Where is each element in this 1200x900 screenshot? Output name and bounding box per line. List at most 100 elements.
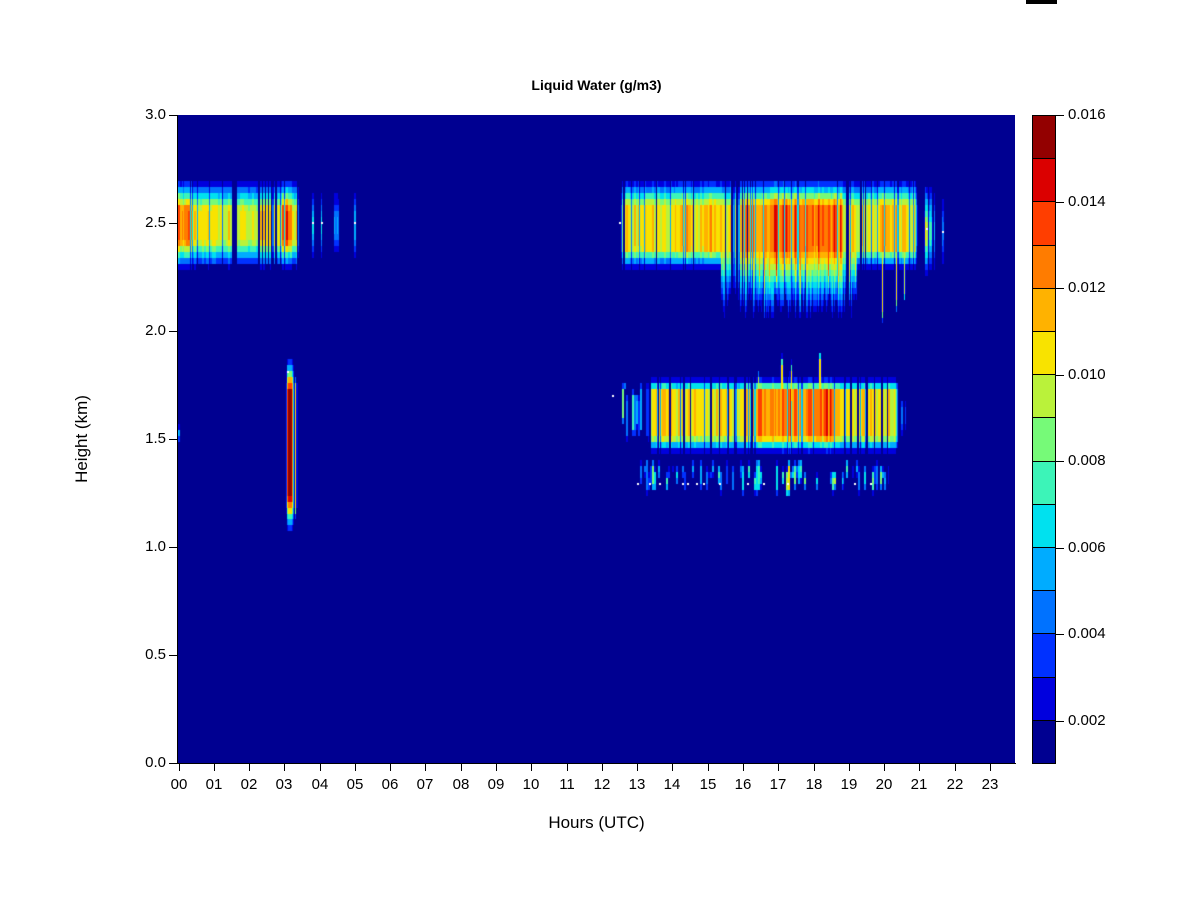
colorbar-tick <box>1056 548 1064 549</box>
y-tick-label: 2.5 <box>145 214 166 231</box>
x-tick <box>355 763 356 771</box>
colorbar-segment <box>1033 245 1055 288</box>
x-tick <box>955 763 956 771</box>
x-tick-label: 05 <box>346 776 364 793</box>
stray-mark <box>1026 0 1057 4</box>
x-tick <box>849 763 850 771</box>
x-tick-label: 01 <box>205 776 223 793</box>
colorbar-segment <box>1033 332 1055 375</box>
y-axis-line <box>177 115 178 764</box>
y-tick-label: 0.0 <box>145 754 166 771</box>
y-tick <box>169 547 177 548</box>
colorbar-segment <box>1033 159 1055 202</box>
x-tick <box>919 763 920 771</box>
y-tick <box>169 655 177 656</box>
colorbar-segment <box>1033 720 1055 764</box>
x-tick <box>990 763 991 771</box>
x-tick-label: 22 <box>946 776 964 793</box>
chart-title: Liquid Water (g/m3) <box>531 77 662 93</box>
x-tick-label: 11 <box>559 776 575 793</box>
x-tick-label: 17 <box>769 776 787 793</box>
x-tick-label: 09 <box>487 776 505 793</box>
colorbar-segment <box>1033 418 1055 461</box>
x-tick <box>249 763 250 771</box>
x-tick <box>708 763 709 771</box>
x-tick-label: 18 <box>805 776 823 793</box>
colorbar-tick <box>1056 288 1064 289</box>
colorbar <box>1032 115 1056 764</box>
colorbar-tick <box>1056 202 1064 203</box>
y-tick-label: 3.0 <box>145 106 166 123</box>
x-tick-label: 19 <box>840 776 858 793</box>
colorbar-tick-label: 0.008 <box>1068 452 1106 469</box>
colorbar-tick-label: 0.006 <box>1068 539 1106 556</box>
colorbar-segment <box>1033 461 1055 504</box>
x-tick <box>284 763 285 771</box>
colorbar-segment <box>1033 202 1055 245</box>
x-tick <box>637 763 638 771</box>
x-tick-label: 20 <box>875 776 893 793</box>
y-tick-label: 1.5 <box>145 430 166 447</box>
x-tick-label: 02 <box>240 776 258 793</box>
y-tick <box>169 763 177 764</box>
x-tick <box>214 763 215 771</box>
colorbar-tick <box>1056 375 1064 376</box>
x-tick-label: 00 <box>170 776 188 793</box>
colorbar-segment <box>1033 288 1055 332</box>
y-tick <box>169 223 177 224</box>
x-tick-label: 07 <box>416 776 434 793</box>
x-tick-label: 16 <box>734 776 752 793</box>
x-tick <box>778 763 779 771</box>
x-tick-label: 10 <box>522 776 540 793</box>
colorbar-tick-label: 0.004 <box>1068 625 1106 642</box>
x-tick <box>672 763 673 771</box>
x-tick-label: 12 <box>593 776 611 793</box>
colorbar-segment <box>1033 375 1055 418</box>
colorbar-tick-label: 0.012 <box>1068 279 1106 296</box>
x-tick <box>496 763 497 771</box>
x-tick-label: 04 <box>311 776 329 793</box>
colorbar-tick-label: 0.016 <box>1068 106 1106 123</box>
colorbar-tick-label: 0.010 <box>1068 366 1106 383</box>
colorbar-segment <box>1033 548 1055 591</box>
colorbar-segment <box>1033 504 1055 548</box>
x-tick-label: 13 <box>628 776 646 793</box>
x-tick <box>320 763 321 771</box>
colorbar-segment <box>1033 116 1055 159</box>
x-tick-label: 03 <box>275 776 293 793</box>
colorbar-segment <box>1033 677 1055 720</box>
colorbar-segment <box>1033 634 1055 677</box>
colorbar-tick <box>1056 721 1064 722</box>
y-tick <box>169 439 177 440</box>
x-tick <box>461 763 462 771</box>
y-tick-label: 1.0 <box>145 538 166 555</box>
colorbar-tick-label: 0.002 <box>1068 712 1106 729</box>
x-tick-label: 08 <box>452 776 470 793</box>
y-axis-title: Height (km) <box>72 395 91 483</box>
colorbar-tick-label: 0.014 <box>1068 193 1106 210</box>
heatmap-canvas <box>178 115 1015 763</box>
x-tick-label: 15 <box>699 776 717 793</box>
x-tick <box>814 763 815 771</box>
x-tick-label: 23 <box>981 776 999 793</box>
colorbar-tick <box>1056 461 1064 462</box>
colorbar-segment <box>1033 591 1055 634</box>
y-tick <box>169 115 177 116</box>
x-tick <box>743 763 744 771</box>
x-tick <box>425 763 426 771</box>
y-tick-label: 0.5 <box>145 646 166 663</box>
x-tick <box>884 763 885 771</box>
x-tick <box>179 763 180 771</box>
x-tick <box>602 763 603 771</box>
colorbar-tick <box>1056 634 1064 635</box>
x-axis-title: Hours (UTC) <box>548 813 645 832</box>
x-tick-label: 06 <box>381 776 399 793</box>
x-axis-line <box>177 763 1016 764</box>
y-tick <box>169 331 177 332</box>
colorbar-tick <box>1056 115 1064 116</box>
x-tick <box>531 763 532 771</box>
x-tick <box>567 763 568 771</box>
x-tick <box>390 763 391 771</box>
x-tick-label: 21 <box>910 776 928 793</box>
